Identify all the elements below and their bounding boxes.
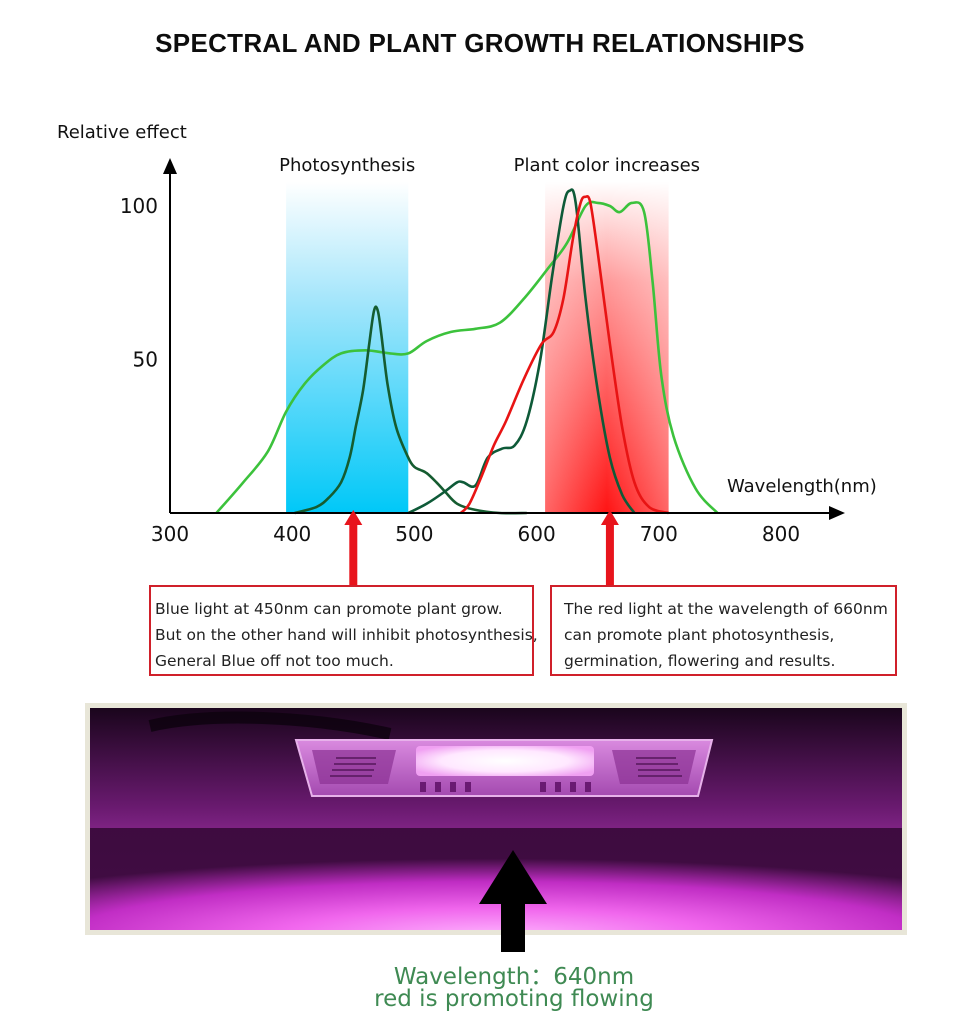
note-blue-light: Blue light at 450nm can promote plant gr… bbox=[149, 585, 538, 676]
x-axis-arrow bbox=[829, 506, 845, 520]
x-tick-label: 700 bbox=[640, 522, 678, 546]
x-tick-label: 800 bbox=[762, 522, 800, 546]
y-tick-label: 100 bbox=[120, 194, 158, 218]
note-red-light: The red light at the wavelength of 660nm… bbox=[550, 585, 897, 676]
note-line: General Blue off not too much. bbox=[155, 652, 394, 670]
note-line: can promote plant photosynthesis, bbox=[564, 626, 835, 644]
marker-arrow-660 bbox=[600, 510, 619, 525]
series-line-4 bbox=[459, 195, 669, 515]
band-label: Plant color increases bbox=[514, 155, 700, 176]
note-line: germination, flowering and results. bbox=[564, 652, 836, 670]
wavelength-caption: Wavelength：640nm bbox=[393, 964, 635, 990]
y-axis-label: Relative effect bbox=[57, 122, 187, 143]
x-tick-label: 300 bbox=[151, 522, 189, 546]
band-photosynthesis bbox=[286, 182, 409, 513]
note-line: Blue light at 450nm can promote plant gr… bbox=[155, 600, 503, 618]
x-tick-label: 500 bbox=[395, 522, 433, 546]
series-line-2 bbox=[294, 305, 527, 515]
x-tick-label: 600 bbox=[518, 522, 556, 546]
note-line: The red light at the wavelength of 660nm bbox=[564, 600, 888, 618]
x-tick-label: 400 bbox=[273, 522, 311, 546]
y-tick-label: 50 bbox=[133, 348, 158, 372]
flowering-caption: red is promoting flowing bbox=[374, 986, 654, 1012]
x-axis-label: Wavelength(nm) bbox=[727, 476, 877, 497]
y-axis-arrow bbox=[163, 158, 177, 174]
spectrum-chart: Photosynthesis Plant color increases 300 4… bbox=[57, 122, 877, 585]
note-line: But on the other hand will inhibit photo… bbox=[155, 626, 538, 644]
marker-shaft-660 bbox=[605, 524, 614, 585]
up-arrow-icon bbox=[479, 850, 547, 952]
marker-arrow-450 bbox=[344, 510, 363, 525]
chart-title: SPECTRAL AND PLANT GROWTH RELATIONSHIPS bbox=[155, 28, 805, 58]
series-line-3 bbox=[407, 188, 636, 515]
band-label: Photosynthesis bbox=[279, 155, 415, 176]
marker-shaft-450 bbox=[349, 524, 358, 585]
series-line-1 bbox=[215, 200, 719, 514]
